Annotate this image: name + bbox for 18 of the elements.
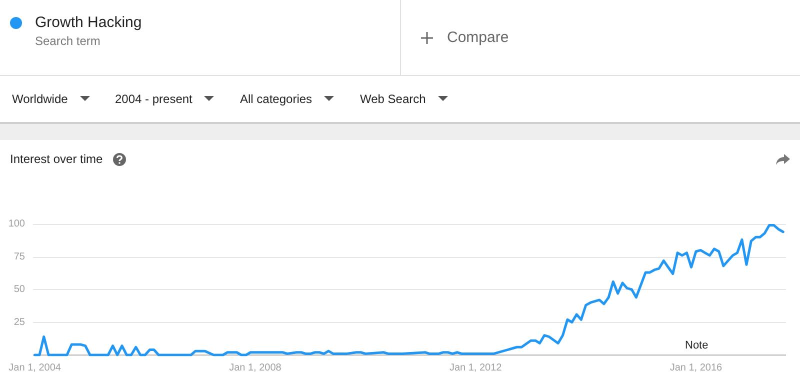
- y-tick-label: 75: [14, 251, 26, 262]
- text: Compare: [447, 29, 509, 46]
- x-tick-label: Jan 1, 2004: [8, 362, 62, 374]
- text: Worldwide: [12, 92, 69, 106]
- text: Web Search: [360, 92, 427, 106]
- annotation: Note: [685, 340, 708, 352]
- line-series: [34, 224, 784, 356]
- chart-title: Interest over time: [10, 152, 104, 166]
- y-tick-label: 50: [14, 284, 26, 295]
- x-tick-label: Jan 1, 2008: [229, 362, 282, 374]
- text: 2004 - present: [115, 92, 194, 106]
- text: Search term: [35, 34, 100, 48]
- legend-label: Growth Hacking: [35, 14, 142, 31]
- y-tick-label: 25: [14, 316, 26, 328]
- y-tick-label: 100: [8, 218, 26, 230]
- x-tick-label: Jan 1, 2016: [670, 362, 723, 374]
- x-tick-label: Jan 1, 2012: [449, 362, 502, 374]
- text: All categories: [240, 92, 314, 106]
